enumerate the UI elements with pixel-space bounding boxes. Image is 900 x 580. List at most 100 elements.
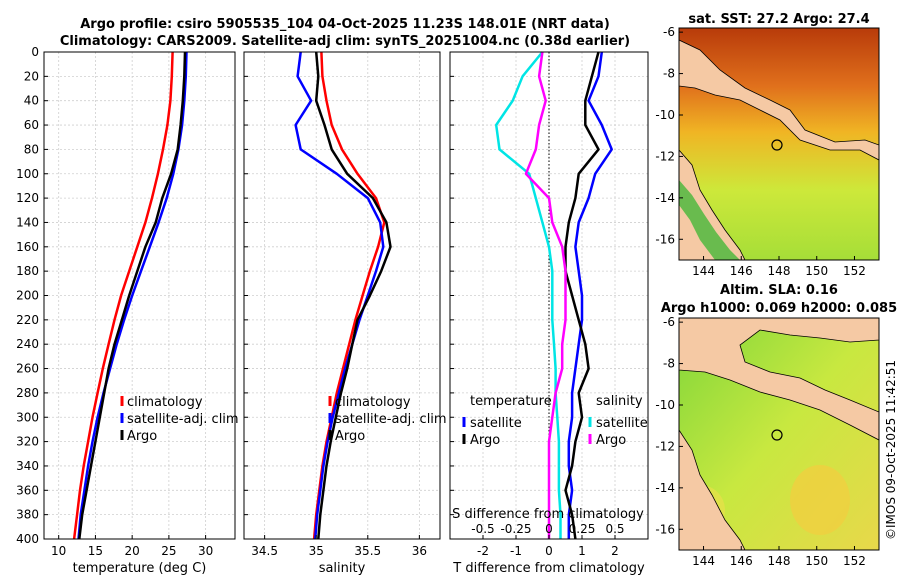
difference-panel: -2 -1 0 1 2 T difference from climatology temp… [449, 51, 649, 576]
figure-title-line1: Argo profile: csiro 5905535_104 04-Oct-2… [80, 17, 610, 32]
series-satellite-adj-clim [294, 51, 385, 540]
y-tick-label: 300 [16, 410, 39, 424]
map-y-tick-label: -16 [655, 232, 675, 246]
map-x-tick-label: 146 [730, 264, 753, 278]
y-tick-label: 340 [16, 459, 39, 473]
x-tick-label: 20 [125, 544, 140, 558]
x-tick-label: 30 [198, 544, 213, 558]
y-tick-label: 360 [16, 483, 39, 497]
legend-label: Argo [335, 429, 365, 444]
x-tick-label-s: 0.5 [605, 522, 624, 536]
sst-map-title: sat. SST: 27.2 Argo: 27.4 [688, 12, 869, 27]
x-tick-label: -1 [510, 544, 522, 558]
x-tick-label-s: 0 [545, 522, 553, 536]
x-tick-label: 0 [545, 544, 553, 558]
legend-label: satellite [470, 416, 522, 431]
map-y-tick-label: -6 [663, 25, 675, 39]
figure-title-line2: Climatology: CARS2009. Satellite-adj cli… [60, 34, 630, 49]
y-tick-label: 260 [16, 362, 39, 376]
x-tick-label-s: -0.25 [500, 522, 531, 536]
map-y-tick-label: -8 [663, 67, 675, 81]
y-tick-label: 380 [16, 508, 39, 522]
x-tick-label: 25 [161, 544, 176, 558]
map-y-tick-label: -6 [663, 315, 675, 329]
x-axis-label: salinity [319, 561, 366, 576]
sla-map-title-line2: Argo h1000: 0.069 h2000: 0.085 [661, 301, 897, 316]
legend-label: satellite-adj. clim [335, 412, 447, 427]
x-tick-label: 35.5 [354, 544, 381, 558]
x-axis-label: temperature (deg C) [73, 561, 207, 576]
map-x-tick-label: 148 [768, 264, 791, 278]
map-x-tick-label: 148 [768, 554, 791, 568]
sst-map-land-australia [679, 149, 746, 260]
legend-label: satellite [596, 416, 648, 431]
legend-label: Argo [596, 433, 626, 448]
map-axes: 144 146 148 150 152 -6 -8 -10 -12 -14 -16 144 146 148… [655, 25, 866, 568]
x-tick-label: 15 [88, 544, 103, 558]
map-x-tick-label: 144 [692, 554, 715, 568]
map-y-tick-label: -12 [655, 149, 675, 163]
map-y-tick-label: -10 [655, 108, 675, 122]
series-argo [78, 51, 187, 540]
legend-label: climatology [127, 395, 203, 410]
temperature-panel: 10 15 20 25 30 temperature (deg C) 0 20 40 60 80 10… [16, 45, 239, 576]
series-t-argo [564, 51, 600, 540]
series-s-argo [524, 51, 567, 539]
legend-label: Argo [127, 429, 157, 444]
sst-map-argo-marker [771, 139, 783, 151]
x-tick-label: 35 [309, 544, 324, 558]
sla-map-panel: Altim. SLA: 0.16 Argo h1000: 0.069 h2000… [661, 283, 897, 551]
y-tick-label: 200 [16, 289, 39, 303]
salinity-panel: 34.5 35 35.5 36 salinity climatology satellite… [243, 51, 447, 576]
y-tick-label: 240 [16, 337, 39, 351]
map-y-tick-label: -16 [655, 522, 675, 536]
y-tick-label: 0 [31, 45, 39, 59]
y-tick-label: 60 [24, 118, 39, 132]
legend-label: climatology [335, 395, 411, 410]
x-tick-label-s: 0.25 [569, 522, 596, 536]
series-s-satellite [494, 51, 562, 539]
y-tick-label: 20 [24, 69, 39, 83]
map-x-tick-label: 152 [843, 554, 866, 568]
y-tick-label: 220 [16, 313, 39, 327]
sla-map-title-line1: Altim. SLA: 0.16 [720, 283, 838, 298]
y-tick-label: 40 [24, 94, 39, 108]
map-x-tick-label: 146 [730, 554, 753, 568]
map-x-tick-label: 144 [692, 264, 715, 278]
y-tick-label: 180 [16, 264, 39, 278]
map-y-tick-label: -14 [655, 191, 675, 205]
legend-label: satellite-adj. clim [127, 412, 239, 427]
y-tick-label: 320 [16, 435, 39, 449]
x-axis-label-top: S difference from climatology [452, 507, 644, 522]
x-tick-label: 34.5 [251, 544, 278, 558]
sla-map-high-anomaly [790, 465, 850, 535]
series-t-satellite [567, 51, 613, 539]
map-x-tick-label: 152 [843, 264, 866, 278]
x-tick-label: 1 [578, 544, 586, 558]
map-x-tick-label: 150 [805, 264, 828, 278]
sla-map-land-png [679, 318, 879, 441]
x-tick-label: 10 [51, 544, 66, 558]
x-axis-label: T difference from climatology [452, 561, 645, 576]
sla-map-argo-marker [771, 429, 783, 441]
y-tick-label: 400 [16, 532, 39, 546]
sla-map-land-australia [679, 429, 746, 550]
legend-label: Argo [470, 433, 500, 448]
y-tick-label: 280 [16, 386, 39, 400]
x-tick-label: 36 [412, 544, 427, 558]
y-tick-label: 80 [24, 142, 39, 156]
y-tick-label: 100 [16, 167, 39, 181]
y-tick-label: 120 [16, 191, 39, 205]
x-tick-label-s: -0.5 [471, 522, 494, 536]
sst-map-panel: sat. SST: 27.2 Argo: 27.4 [678, 12, 880, 261]
map-y-tick-label: -10 [655, 398, 675, 412]
series-climatology [72, 51, 174, 540]
legend-title: salinity [596, 394, 643, 409]
x-tick-label: -2 [477, 544, 489, 558]
map-y-tick-label: -14 [655, 481, 675, 495]
y-tick-label: 160 [16, 240, 39, 254]
credit-text: ©IMOS 09-Oct-2025 11:42:51 [884, 360, 898, 540]
series-argo [314, 51, 392, 540]
map-y-tick-label: -8 [663, 357, 675, 371]
